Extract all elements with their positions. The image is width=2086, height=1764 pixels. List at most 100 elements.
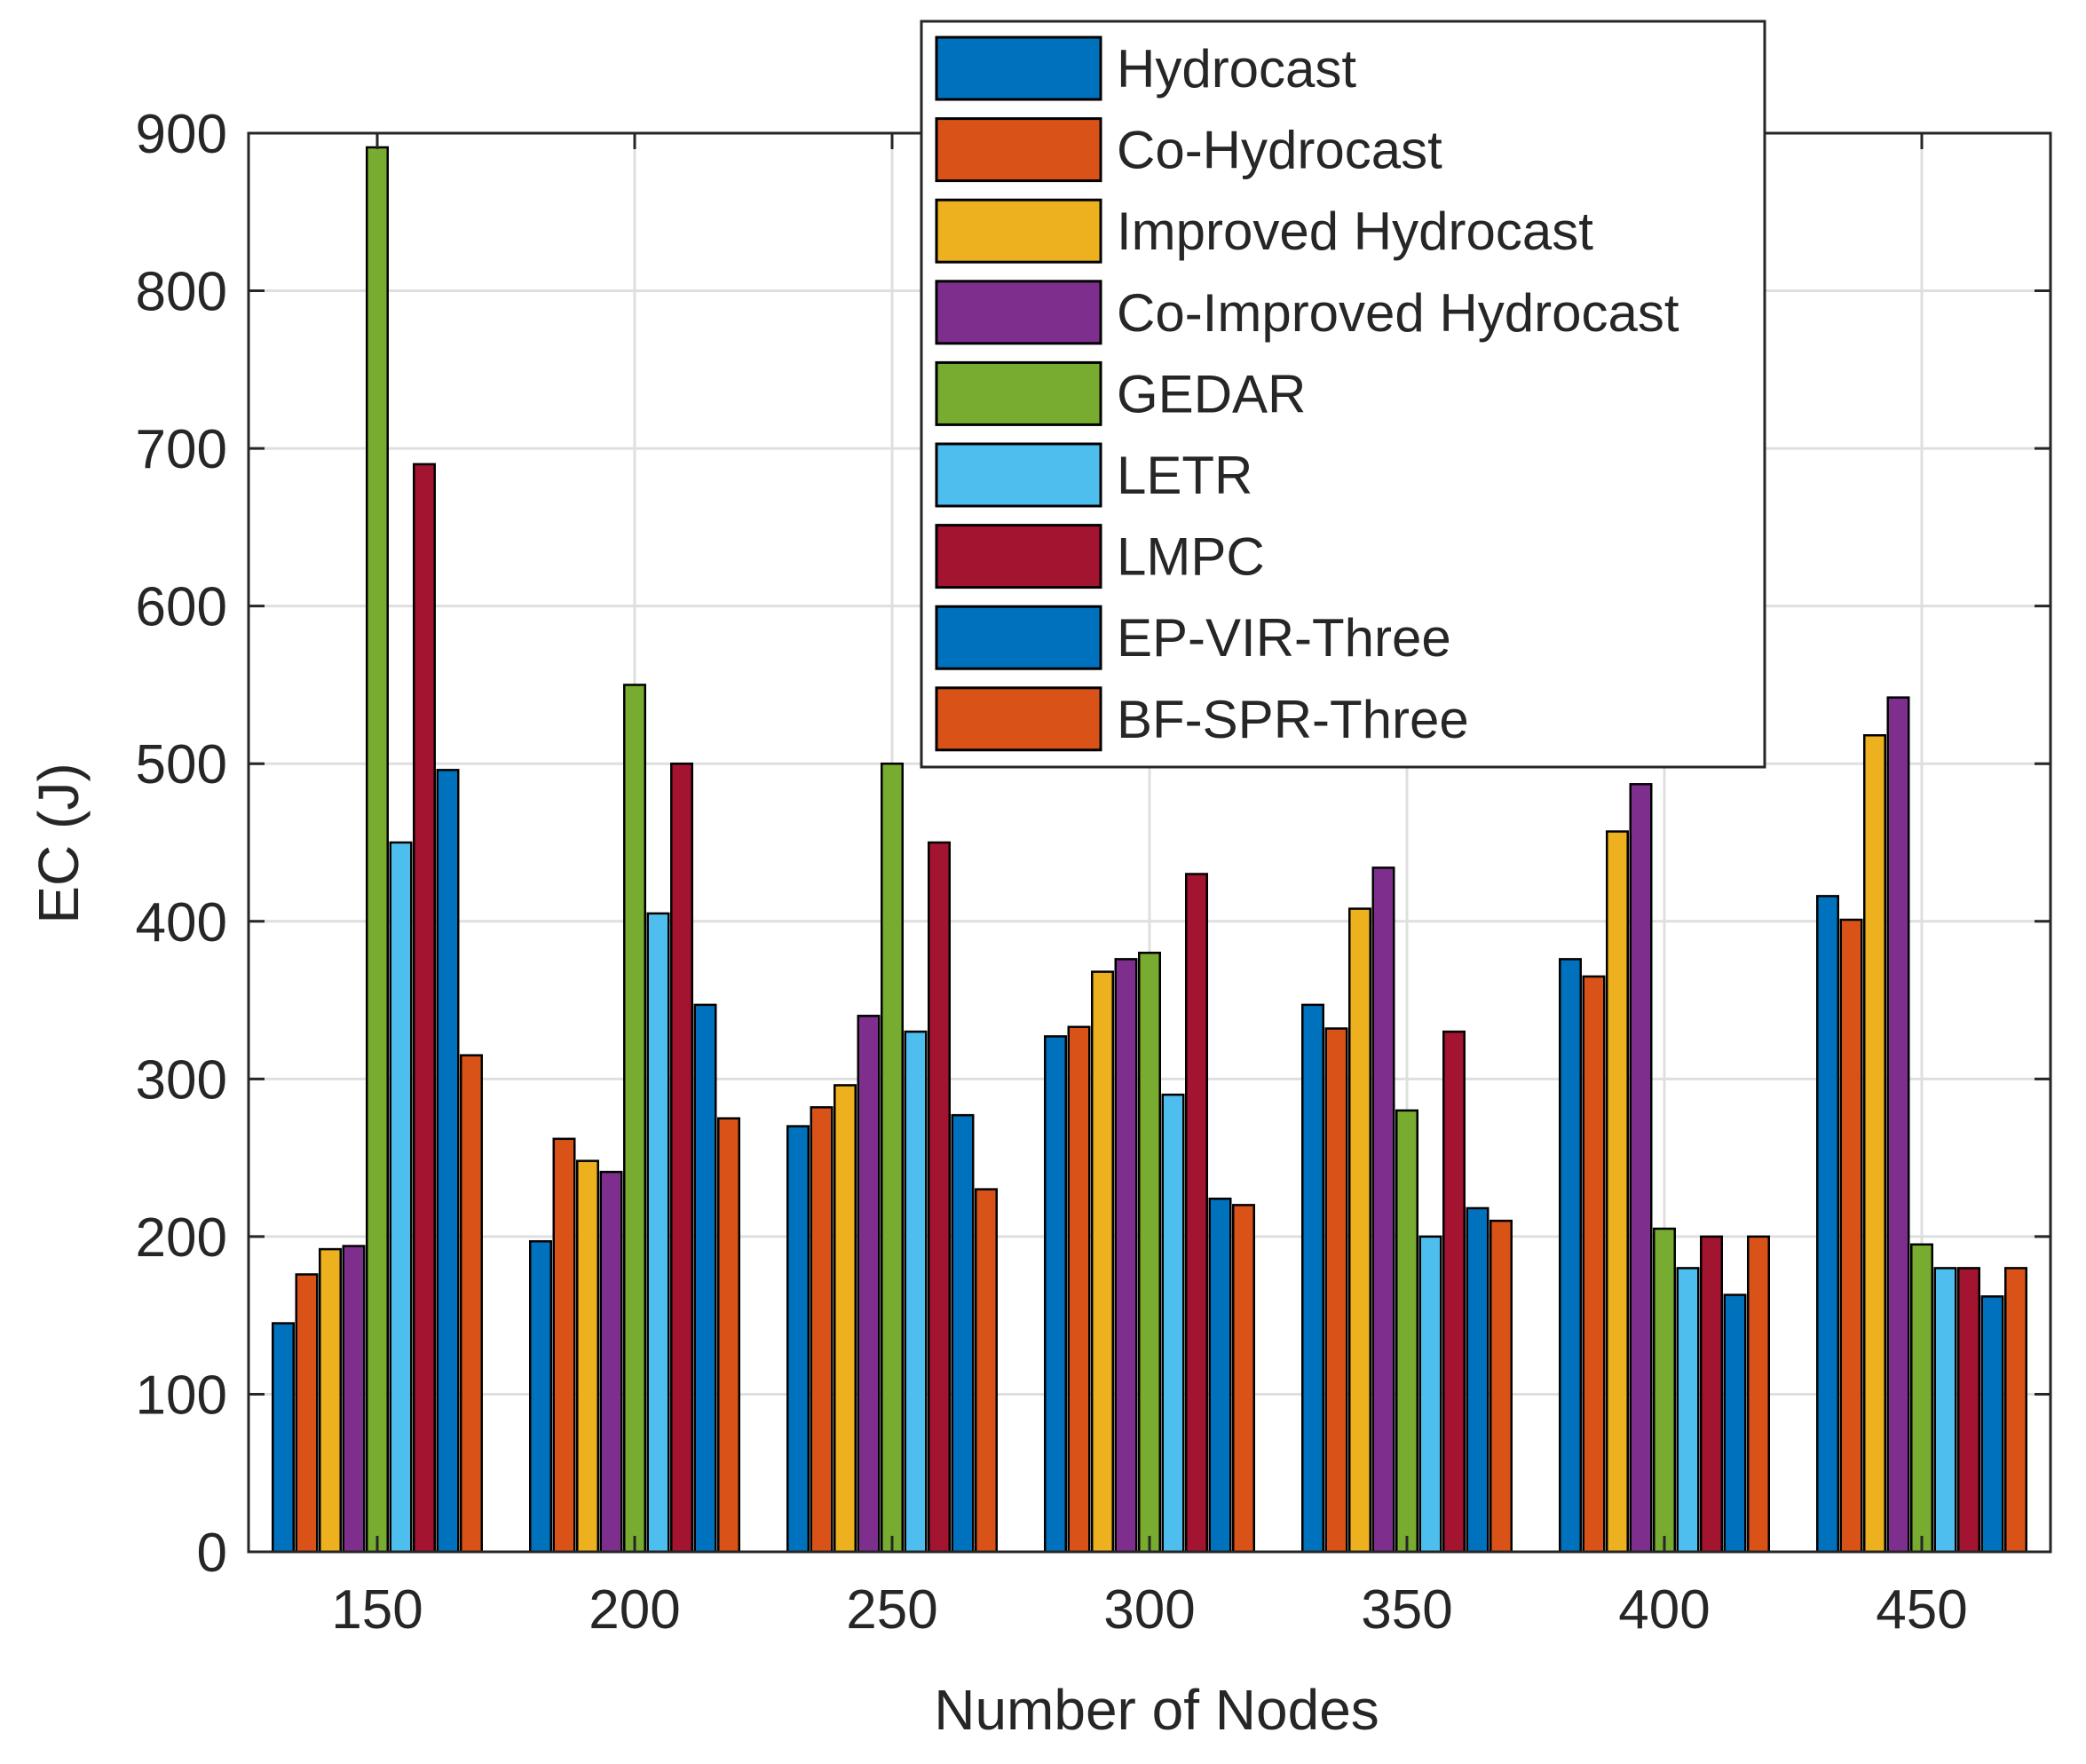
bar-improved-hydrocast-150 <box>319 1247 342 1554</box>
legend-label: LETR <box>1117 446 1252 505</box>
legend-label: Hydrocast <box>1117 39 1356 99</box>
bar-hydrocast-200 <box>529 1239 552 1554</box>
bar-hydrocast-350 <box>1301 1003 1324 1554</box>
x-tick-label: 200 <box>589 1579 680 1641</box>
legend-swatch <box>935 442 1102 508</box>
legend-label: BF-SPR-Three <box>1117 690 1469 749</box>
bar-letr-200 <box>646 912 670 1554</box>
bar-ep-vir-three-350 <box>1466 1206 1489 1554</box>
legend-label: LMPC <box>1117 527 1265 587</box>
bar-co-hydrocast-400 <box>1582 975 1606 1554</box>
legend: Hydrocast Co-Hydrocast Improved Hydrocast C… <box>920 20 1766 769</box>
tick-labels: 0 100 200 300 400 500 600 700 800 900 150 200 250 300… <box>136 104 1968 1641</box>
bar-lmpc-250 <box>928 841 951 1554</box>
y-tick-label: 900 <box>136 104 227 165</box>
x-tick-label: 450 <box>1876 1579 1967 1641</box>
bar-co-hydrocast-300 <box>1067 1025 1091 1554</box>
bar-lmpc-350 <box>1442 1030 1466 1554</box>
bar-letr-450 <box>1933 1267 1957 1554</box>
bar-gedar-200 <box>623 684 646 1554</box>
legend-label: EP-VIR-Three <box>1117 608 1451 668</box>
legend-swatch <box>935 360 1102 426</box>
bar-bf-spr-three-350 <box>1489 1219 1513 1554</box>
bar-letr-250 <box>904 1030 928 1554</box>
bar-gedar-350 <box>1395 1109 1418 1554</box>
bar-gedar-150 <box>366 146 389 1554</box>
legend-swatch <box>935 117 1102 183</box>
bar-co-improved-hydrocast-300 <box>1114 958 1138 1554</box>
bar-co-hydrocast-150 <box>295 1273 319 1554</box>
bar-lmpc-200 <box>670 762 693 1554</box>
y-tick-label: 800 <box>136 262 227 323</box>
legend-swatch <box>935 605 1102 670</box>
y-tick-label: 200 <box>136 1207 227 1269</box>
bar-co-improved-hydrocast-150 <box>342 1245 366 1554</box>
y-tick-label: 300 <box>136 1049 227 1111</box>
bar-co-improved-hydrocast-450 <box>1886 696 1910 1554</box>
legend-label: Co-Improved Hydrocast <box>1117 283 1679 343</box>
bar-hydrocast-250 <box>786 1125 810 1554</box>
bar-hydrocast-300 <box>1044 1035 1067 1554</box>
bar-improved-hydrocast-200 <box>576 1159 599 1554</box>
bar-letr-150 <box>389 841 413 1554</box>
bar-co-hydrocast-200 <box>552 1137 576 1554</box>
bar-bf-spr-three-150 <box>460 1054 483 1554</box>
bar-ep-vir-three-200 <box>693 1003 717 1554</box>
x-tick-label: 350 <box>1361 1579 1452 1641</box>
bar-co-hydrocast-450 <box>1839 918 1863 1554</box>
bar-bf-spr-three-200 <box>717 1117 740 1554</box>
y-tick-label: 500 <box>136 734 227 795</box>
bar-gedar-250 <box>881 762 904 1554</box>
bar-lmpc-400 <box>1700 1235 1723 1554</box>
bar-improved-hydrocast-250 <box>834 1084 857 1554</box>
bar-lmpc-300 <box>1185 873 1208 1554</box>
bar-bf-spr-three-400 <box>1747 1235 1770 1554</box>
legend-label: Co-Hydrocast <box>1117 121 1442 180</box>
bar-gedar-400 <box>1653 1227 1676 1554</box>
bar-ep-vir-three-400 <box>1723 1293 1747 1554</box>
x-tick-label: 400 <box>1618 1579 1710 1641</box>
bar-bf-spr-three-250 <box>975 1188 998 1554</box>
bar-improved-hydrocast-400 <box>1606 830 1629 1554</box>
bar-bf-spr-three-450 <box>2004 1267 2027 1554</box>
bar-hydrocast-150 <box>272 1322 295 1554</box>
bar-bf-spr-three-300 <box>1232 1204 1255 1554</box>
bar-letr-350 <box>1418 1235 1442 1554</box>
bar-co-improved-hydrocast-400 <box>1629 783 1653 1554</box>
bar-ep-vir-three-450 <box>1980 1295 2004 1554</box>
legend-swatch <box>935 280 1102 345</box>
bar-gedar-300 <box>1138 952 1161 1554</box>
bar-letr-400 <box>1676 1267 1700 1554</box>
bar-improved-hydrocast-450 <box>1863 734 1886 1554</box>
bar-co-hydrocast-250 <box>810 1106 834 1554</box>
bar-co-improved-hydrocast-250 <box>857 1015 881 1554</box>
bar-co-improved-hydrocast-350 <box>1371 866 1395 1554</box>
y-tick-label: 700 <box>136 419 227 480</box>
bar-ep-vir-three-250 <box>951 1113 975 1554</box>
bar-improved-hydrocast-350 <box>1348 907 1371 1554</box>
legend-swatch <box>935 36 1102 101</box>
bar-hydrocast-400 <box>1559 958 1582 1554</box>
bar-lmpc-150 <box>413 463 436 1554</box>
bar-co-improved-hydrocast-200 <box>599 1170 623 1554</box>
y-tick-label: 0 <box>197 1523 227 1584</box>
y-axis-label: EC (J) <box>27 763 91 923</box>
x-tick-label: 250 <box>846 1579 937 1641</box>
legend-swatch <box>935 686 1102 752</box>
bar-group <box>272 146 2027 1554</box>
bar-gedar-450 <box>1910 1243 1933 1554</box>
bar-improved-hydrocast-300 <box>1091 970 1114 1554</box>
bar-hydrocast-450 <box>1816 895 1839 1554</box>
x-axis-label: Number of Nodes <box>934 1678 1379 1742</box>
legend-label: GEDAR <box>1117 364 1306 423</box>
x-tick-label: 300 <box>1103 1579 1195 1641</box>
legend-swatch <box>935 524 1102 589</box>
y-tick-label: 100 <box>136 1365 227 1426</box>
bar-letr-300 <box>1161 1093 1185 1554</box>
y-tick-label: 600 <box>136 577 227 638</box>
x-tick-label: 150 <box>331 1579 423 1641</box>
y-tick-label: 400 <box>136 892 227 953</box>
bar-lmpc-450 <box>1957 1267 1980 1554</box>
